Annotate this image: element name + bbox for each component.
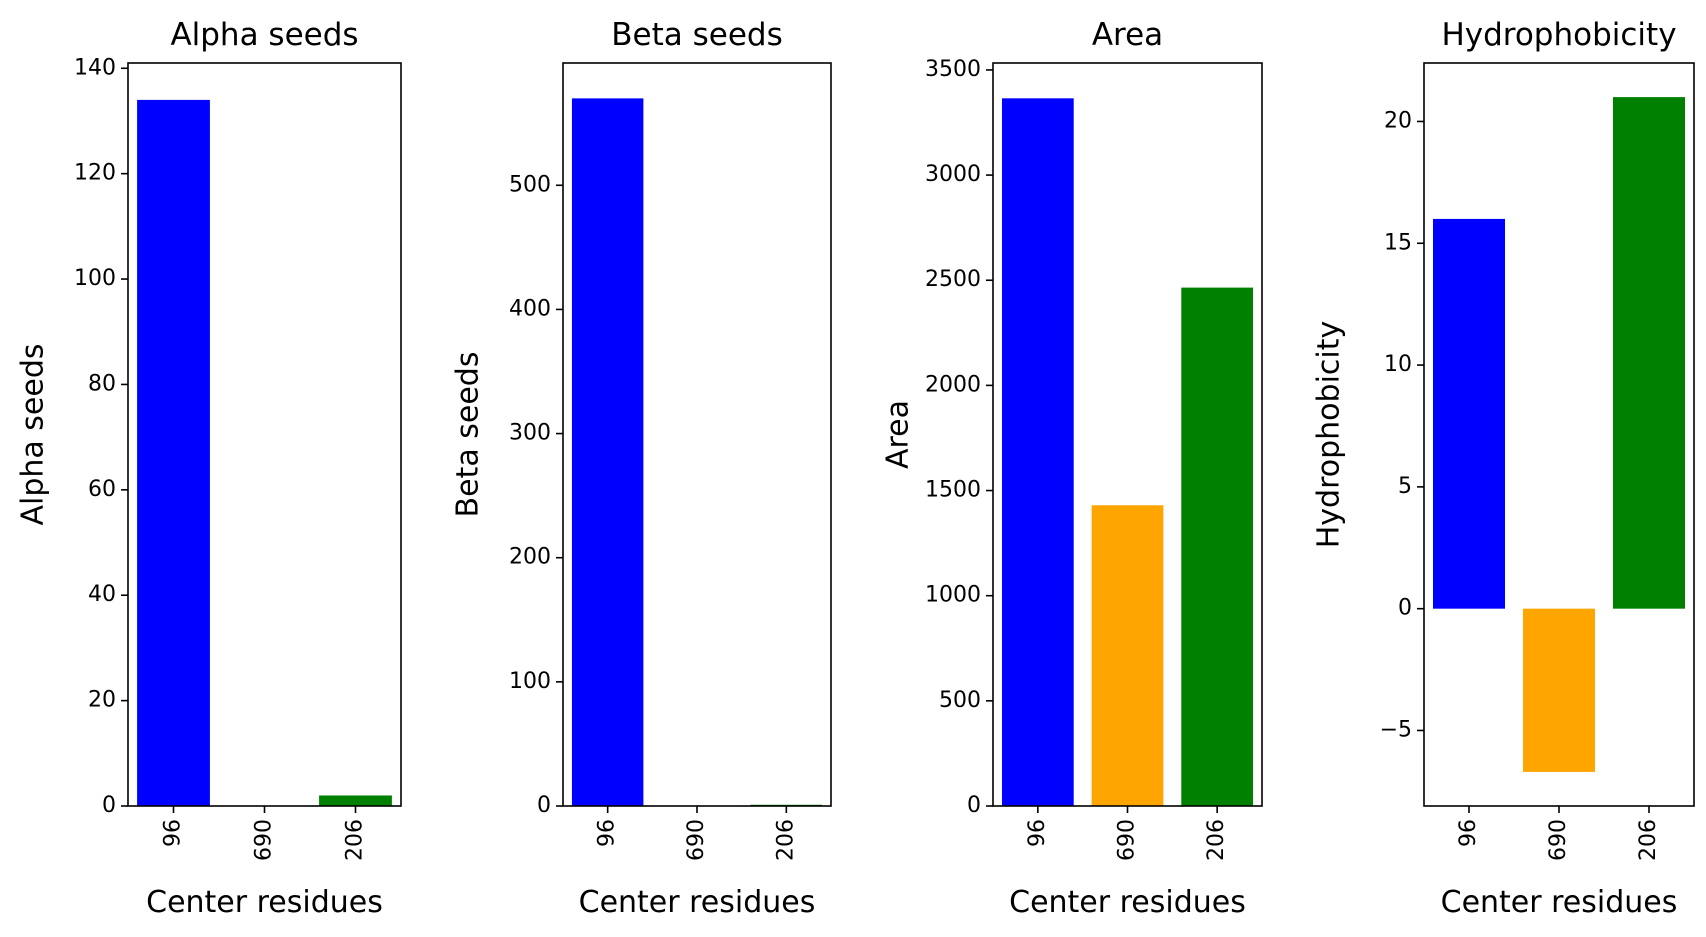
y-tick-label: 1500 — [925, 478, 981, 503]
y-tick-label: 100 — [74, 266, 116, 291]
y-tick-label: 3000 — [925, 162, 981, 187]
y-tick-label: −5 — [1380, 717, 1412, 742]
x-tick-label: 96 — [161, 819, 186, 847]
y-tick-label: 2500 — [925, 267, 981, 292]
y-tick-label: 40 — [88, 582, 116, 607]
y-tick-label: 500 — [509, 172, 551, 197]
bar-96 — [1433, 218, 1505, 609]
x-tick-label: 690 — [252, 819, 277, 861]
bar-96 — [571, 98, 644, 806]
bar-206 — [1181, 287, 1254, 807]
chart-panel-3: 0 500 1000 1500 2000 2500 3000 3500 96 690 206 Area… — [881, 17, 1263, 920]
bar-96 — [137, 99, 210, 806]
y-tick-label: 10 — [1384, 352, 1412, 377]
x-tick-label: 206 — [343, 819, 368, 861]
y-tick-label: 60 — [88, 477, 116, 502]
y-axis-label: Beta seeds — [451, 352, 486, 518]
x-tick-label: 206 — [1636, 819, 1661, 861]
panel-title: Area — [1092, 17, 1163, 53]
y-tick-label: 15 — [1384, 230, 1412, 255]
y-tick-label: 20 — [1384, 108, 1412, 133]
y-tick-label: 0 — [537, 793, 551, 818]
y-tick-label: 3500 — [925, 57, 981, 82]
x-tick-label: 206 — [1204, 819, 1229, 861]
x-tick-label: 96 — [1456, 819, 1481, 847]
panel-title: Beta seeds — [611, 17, 782, 53]
chart-panel-1: 0 20 40 60 80 100 120 140 96 690 206 Alpha seeds Cen… — [16, 17, 402, 920]
x-tick-label: 96 — [595, 819, 620, 847]
y-tick-label: 400 — [509, 296, 551, 321]
bar-206 — [319, 795, 392, 806]
y-tick-label: 300 — [509, 421, 551, 446]
y-tick-label: 1000 — [925, 583, 981, 608]
chart-panel-4: −5 0 5 10 15 20 96 690 206 Hydrophobicity Center r… — [1312, 17, 1695, 920]
x-tick-label: 690 — [684, 819, 709, 861]
y-tick-label: 80 — [88, 371, 116, 396]
x-tick-label: 690 — [1546, 819, 1571, 861]
y-tick-label: 2000 — [925, 372, 981, 397]
x-tick-label: 690 — [1115, 819, 1140, 861]
x-tick-label: 206 — [773, 819, 798, 861]
y-axis-label: Hydrophobicity — [1312, 321, 1347, 549]
y-tick-label: 500 — [939, 688, 981, 713]
y-tick-label: 0 — [967, 793, 981, 818]
x-axis-label: Center residues — [146, 885, 383, 920]
y-tick-label: 140 — [74, 55, 116, 80]
x-axis-label: Center residues — [579, 885, 816, 920]
bar-690 — [1091, 505, 1164, 806]
y-tick-label: 200 — [509, 545, 551, 570]
y-tick-label: 0 — [102, 793, 116, 818]
y-tick-label: 20 — [88, 688, 116, 713]
panel-title: Hydrophobicity — [1441, 17, 1676, 53]
chart-panel-2: 0 100 200 300 400 500 96 690 206 Beta seeds Center… — [451, 17, 832, 920]
y-axis-label: Alpha seeds — [16, 343, 51, 525]
y-tick-label: 100 — [509, 669, 551, 694]
x-tick-label: 96 — [1025, 819, 1050, 847]
y-tick-label: 0 — [1398, 596, 1412, 621]
panel-title: Alpha seeds — [170, 17, 358, 53]
bar-96 — [1001, 98, 1074, 806]
y-tick-label: 120 — [74, 161, 116, 186]
bar-206 — [1613, 97, 1685, 609]
x-axis-label: Center residues — [1009, 885, 1246, 920]
x-axis-label: Center residues — [1441, 885, 1678, 920]
y-tick-label: 5 — [1398, 474, 1412, 499]
bar-690 — [1523, 608, 1595, 772]
y-axis-label: Area — [881, 400, 916, 469]
